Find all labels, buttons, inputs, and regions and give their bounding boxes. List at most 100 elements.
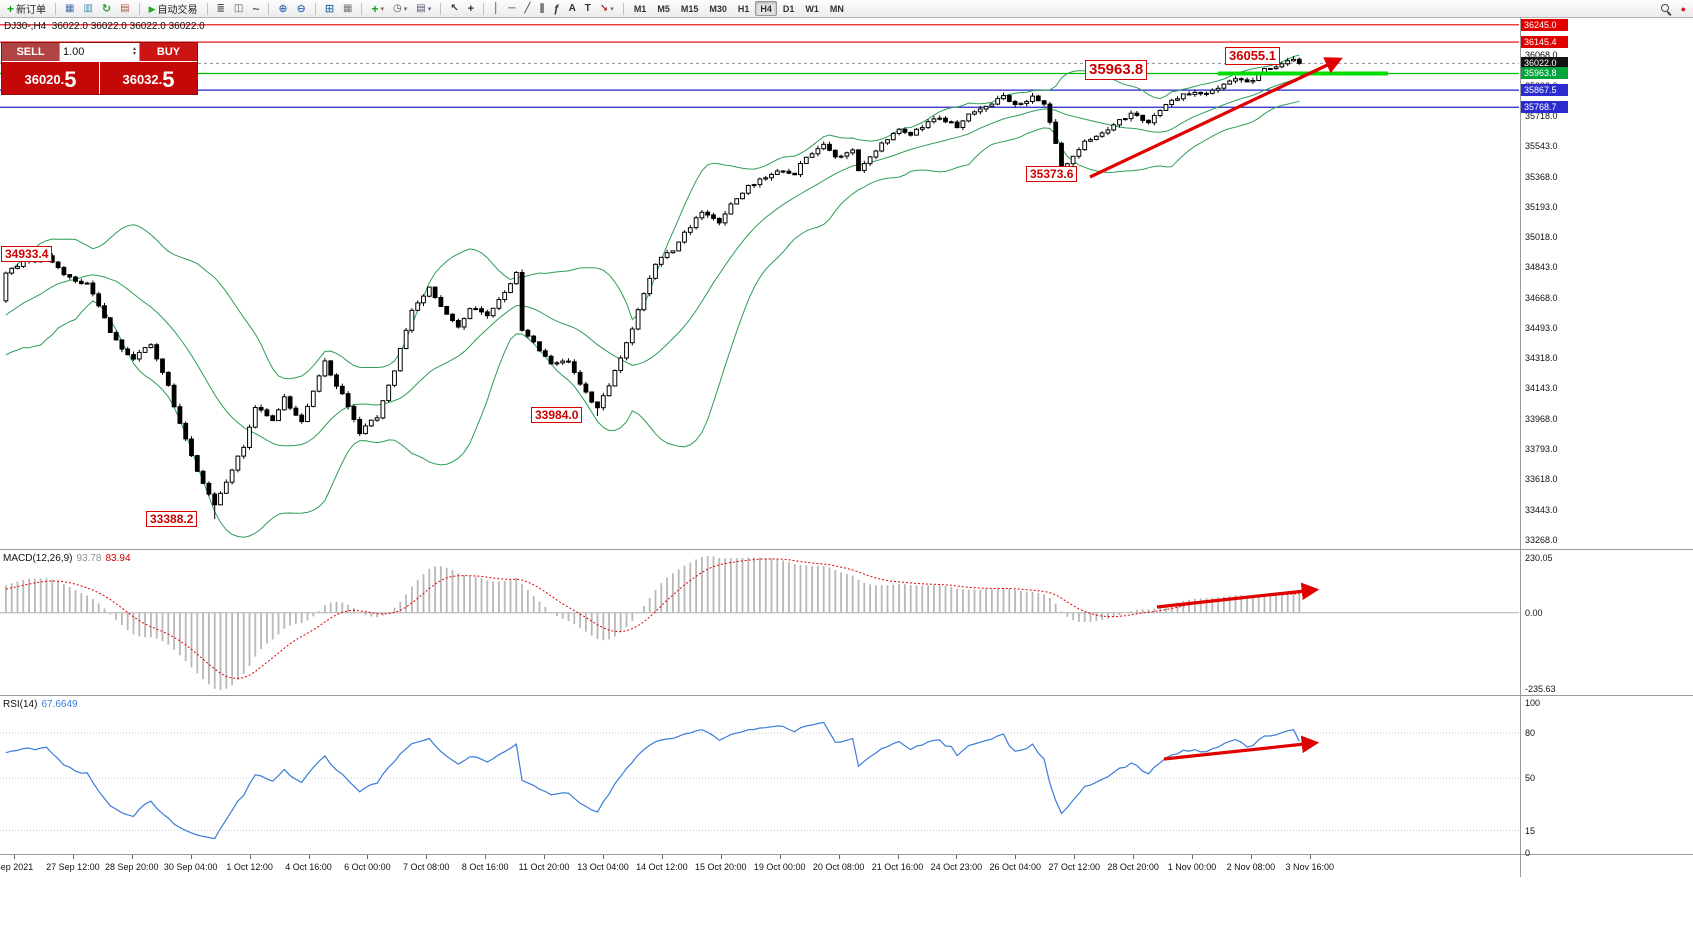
time-tick	[1133, 855, 1135, 859]
template-icon: ▤	[416, 2, 426, 14]
data-window-button[interactable]: ▥	[79, 1, 96, 16]
price-callout: 36055.1	[1225, 47, 1280, 65]
time-axis-label: 2 Nov 08:00	[1226, 862, 1276, 872]
volume-input[interactable]: 1.00 ▴ ▾	[59, 43, 140, 61]
time-tick	[1309, 855, 1311, 859]
time-axis-label: 8 Oct 16:00	[461, 862, 509, 872]
timeframe-d1-button[interactable]: D1	[782, 3, 795, 14]
new-order-button[interactable]: + 新订单	[3, 1, 50, 17]
price-tag: 36145.4	[1521, 36, 1568, 49]
grid-button[interactable]: ⊞	[321, 1, 338, 16]
price-scale-label: 35718.0	[1525, 111, 1558, 121]
cursor-button[interactable]: ↖	[446, 1, 462, 16]
timeframe-h4-button[interactable]: H4	[755, 1, 777, 16]
price-tag: 36245.0	[1521, 18, 1568, 31]
time-axis[interactable]: Sep 2021 27 Sep 12:00 28 Sep 20:00 30 Sep 0…	[0, 855, 1693, 879]
timeframe-m15-button[interactable]: M15	[680, 3, 699, 14]
time-tick	[779, 855, 781, 859]
toolbar-separator	[361, 2, 363, 15]
volume-down-button[interactable]: ▾	[132, 51, 136, 57]
fibonacci-icon: ƒ	[553, 2, 560, 15]
price-axis[interactable]: 36068.035893.035718.035543.035368.035193…	[1521, 0, 1587, 940]
toolbar-separator	[138, 2, 140, 15]
buy-price-display[interactable]: 36032. 5	[100, 62, 197, 94]
templates-button[interactable]: ▤ ▾	[412, 1, 435, 16]
price-scale-label: 35368.0	[1525, 171, 1558, 182]
market-watch-button[interactable]: ▦	[61, 1, 78, 16]
time-axis-label: 13 Oct 04:00	[577, 862, 629, 872]
indicators-button[interactable]: + ▾	[367, 1, 388, 16]
indicator-scale-label: 80	[1525, 728, 1536, 738]
search-button[interactable]	[1656, 1, 1676, 16]
time-tick	[1015, 855, 1017, 859]
tile-windows-button[interactable]: ▦	[339, 1, 356, 16]
caret-down-icon: ▾	[427, 5, 432, 13]
trendline-button[interactable]: ╱	[520, 1, 534, 16]
text-button[interactable]: A	[565, 1, 580, 16]
timeframe-m1-button[interactable]: M1	[633, 3, 647, 14]
time-tick	[367, 855, 369, 859]
crosshair-button[interactable]: +	[464, 1, 478, 16]
timeframe-m5-button[interactable]: M5	[657, 3, 670, 14]
macd-signal-value: 83.94	[105, 553, 131, 564]
vline-icon: │	[493, 2, 500, 14]
macd-main-value: 93.78	[76, 553, 102, 564]
volume-up-button[interactable]: ▴	[132, 46, 136, 52]
timeframe-m30-button[interactable]: M30	[709, 3, 727, 14]
autotrading-button[interactable]: ▶ 自动交易	[145, 1, 202, 17]
candles-icon: ◫	[233, 2, 244, 14]
time-tick	[1192, 855, 1193, 859]
status-button[interactable]: ●	[1677, 1, 1690, 16]
refresh-button[interactable]: ↻	[98, 1, 115, 16]
sell-button[interactable]: SELL	[2, 43, 59, 61]
sell-price-pip: 5	[64, 67, 77, 92]
rsi-layer	[0, 721, 1519, 840]
macd-layer	[0, 556, 1519, 690]
time-axis-label: 3 Nov 16:00	[1285, 862, 1335, 872]
time-axis-label: 4 Oct 16:00	[285, 862, 332, 872]
timeframe-mn-button[interactable]: MN	[829, 3, 844, 14]
time-axis-label: 7 Oct 08:00	[403, 862, 450, 872]
metaeditor-button[interactable]: ▤	[116, 1, 133, 16]
time-axis-label: 28 Sep 20:00	[105, 862, 159, 872]
time-tick	[1250, 855, 1252, 859]
bar-chart-button[interactable]: ≣	[213, 1, 229, 16]
search-icon	[1660, 3, 1672, 15]
horizontal-line-button[interactable]: ─	[504, 1, 519, 16]
zoom-in-button[interactable]: ⊕	[274, 1, 291, 16]
new-order-button-label: 新订单	[16, 5, 47, 16]
text-label-button[interactable]: T	[581, 1, 595, 16]
fibonacci-button[interactable]: ƒ	[549, 1, 563, 16]
zoom-out-button[interactable]: ⊖	[293, 1, 310, 16]
time-axis-label: 1 Nov 00:00	[1167, 862, 1217, 872]
time-tick	[190, 855, 192, 859]
macd-name: MACD(12,26,9)	[3, 553, 73, 564]
time-tick	[720, 855, 722, 859]
time-axis-label: 26 Oct 04:00	[989, 862, 1042, 872]
line-chart-button[interactable]: ~	[248, 1, 263, 16]
indicator-scale-label: 0	[1525, 848, 1531, 858]
metaeditor-icon: ▤	[120, 2, 130, 14]
time-tick	[661, 855, 663, 859]
candlestick-chart-button[interactable]: ◫	[230, 1, 247, 16]
vertical-line-button[interactable]: │	[489, 1, 503, 16]
time-axis-label: 6 Oct 00:00	[344, 862, 391, 872]
channel-button[interactable]: ∥	[535, 1, 548, 16]
timeframe-w1-button[interactable]: W1	[805, 3, 819, 14]
time-axis-label: 30 Sep 04:00	[163, 862, 218, 872]
trendline-icon: ╱	[524, 2, 531, 14]
price-scale-label: 33443.0	[1525, 504, 1558, 515]
price-tag: 35867.5	[1521, 84, 1568, 97]
buy-button[interactable]: BUY	[140, 43, 197, 61]
time-axis-label: 27 Oct 12:00	[1048, 862, 1100, 872]
new-order-icon: +	[7, 1, 15, 16]
price-scale-label: 36068.0	[1525, 50, 1558, 61]
arrows-button[interactable]: ↘ ▾	[596, 1, 618, 16]
sell-price-display[interactable]: 36020. 5	[2, 62, 99, 94]
time-axis-label: 1 Oct 12:00	[226, 862, 273, 872]
timeframe-h1-button[interactable]: H1	[737, 3, 750, 14]
periods-button[interactable]: ◷ ▾	[389, 1, 411, 16]
time-tick	[838, 855, 840, 859]
buy-price-main: 36032.	[122, 72, 163, 87]
